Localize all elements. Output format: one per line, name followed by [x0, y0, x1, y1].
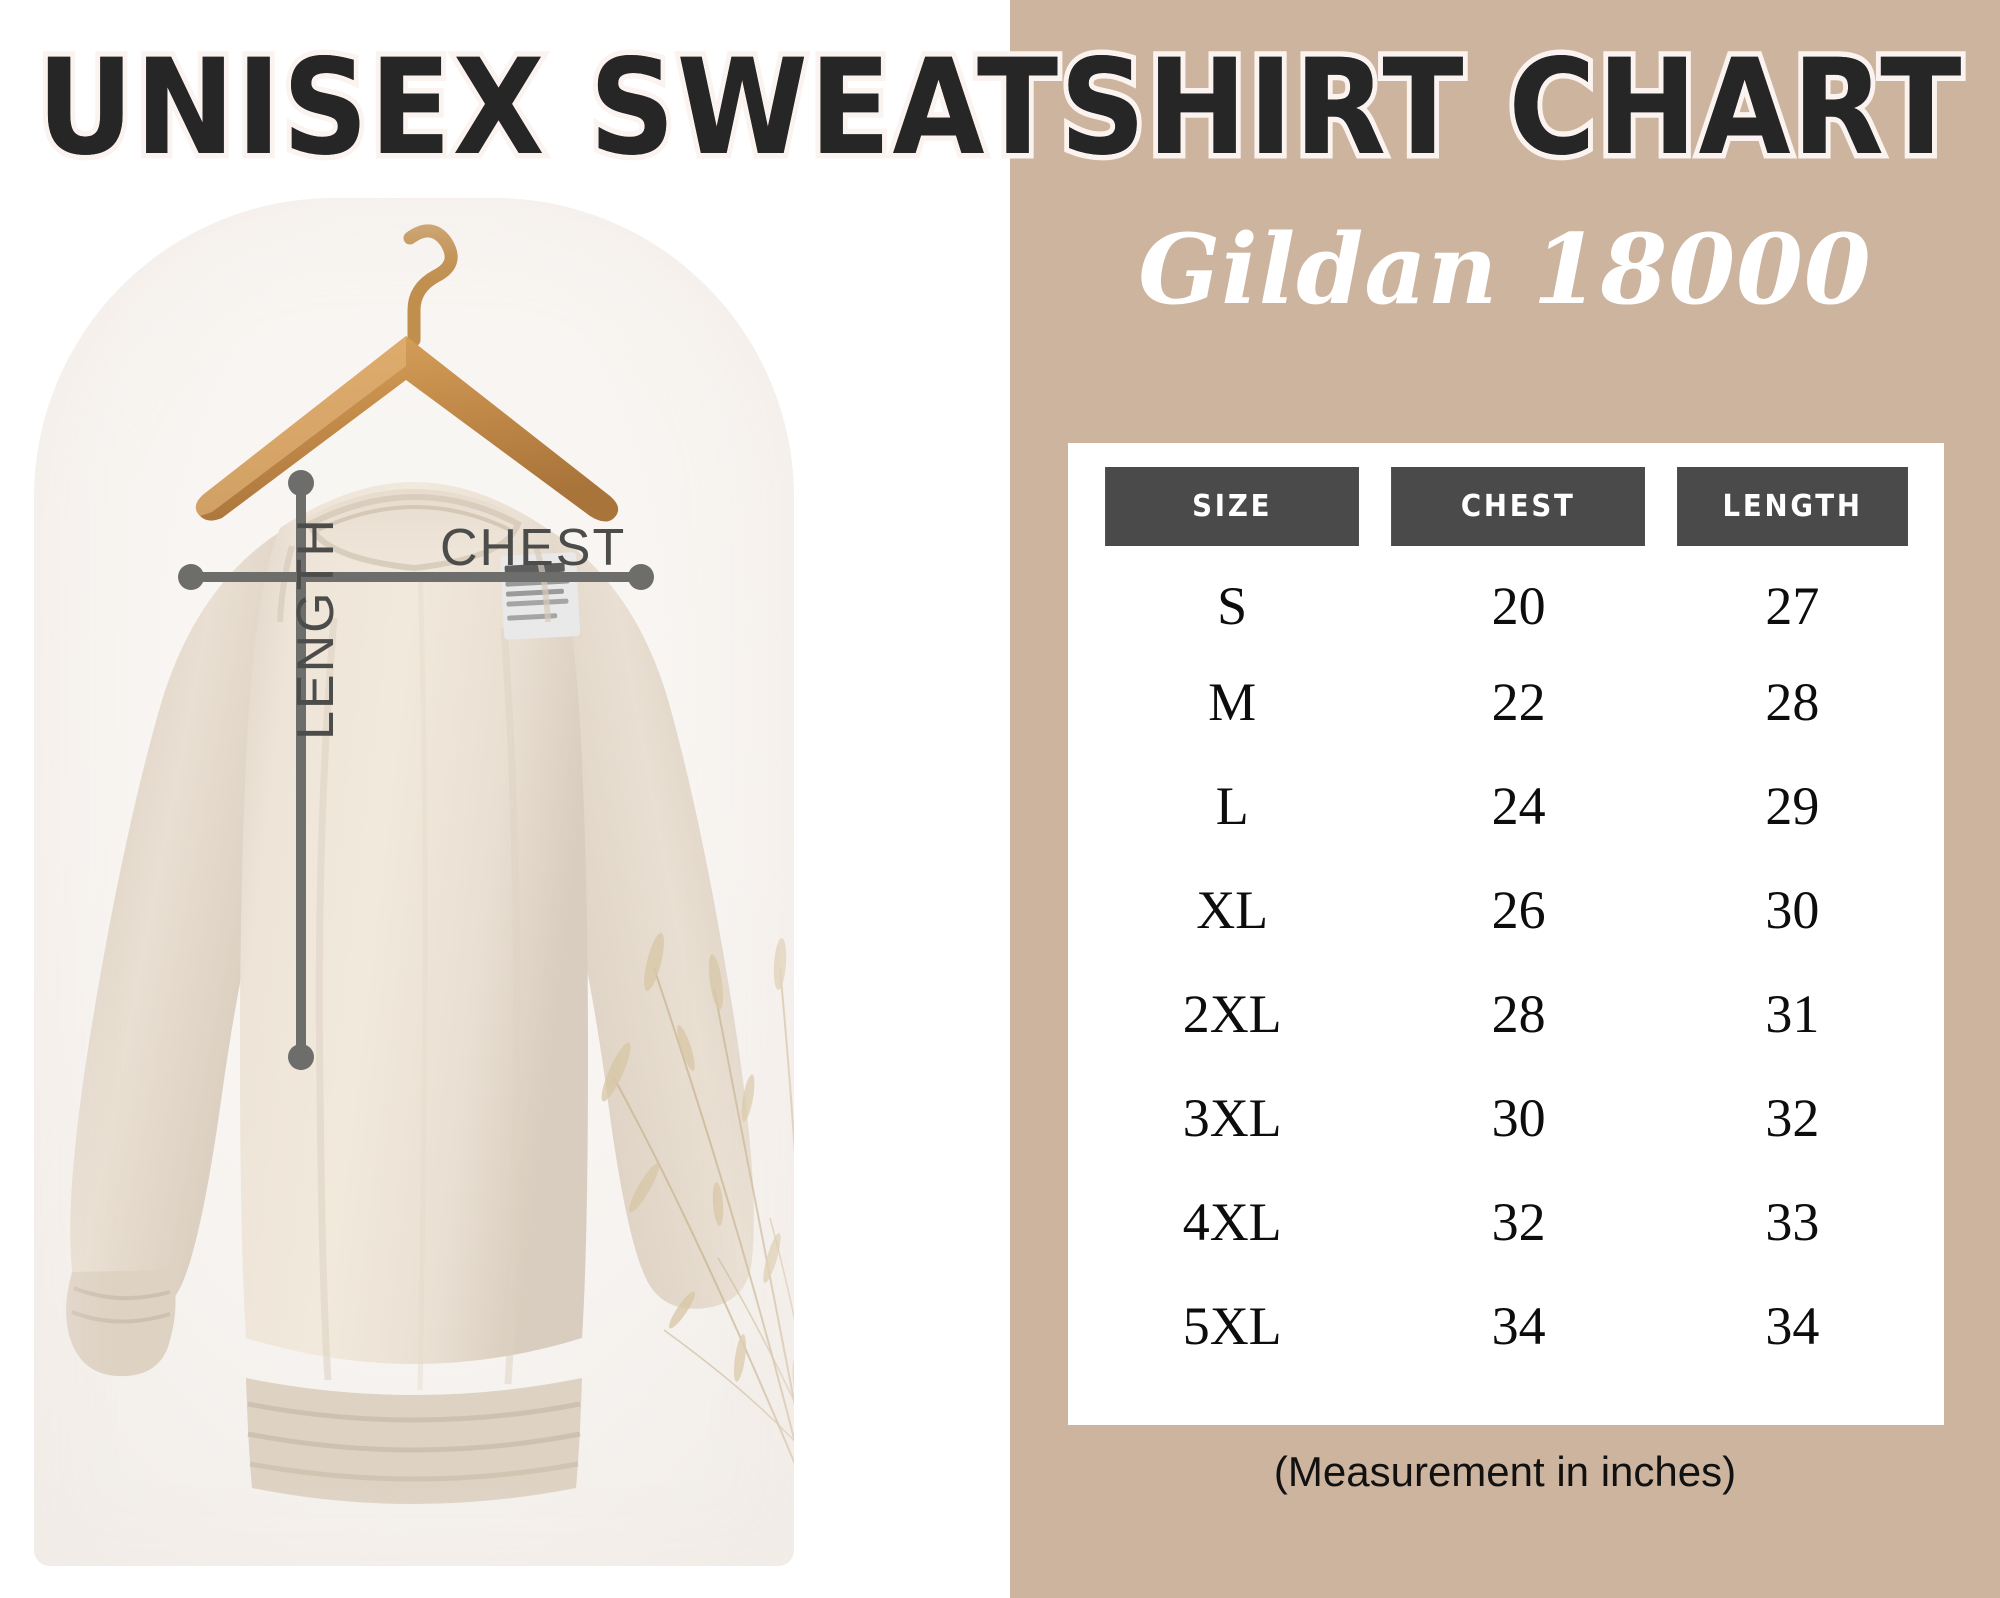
table-header-row: SIZE CHEST LENGTH — [1094, 467, 1918, 546]
table-row: 5XL 34 34 — [1094, 1274, 1918, 1378]
table-row: S 20 27 — [1094, 546, 1918, 650]
size-table-card: SIZE CHEST LENGTH S 20 27 M 22 28 L 24 29 XL 26 30 2… — [1068, 443, 1944, 1425]
cell-size: M — [1208, 672, 1257, 732]
column-header-chest: CHEST — [1391, 467, 1646, 546]
cell-chest: 24 — [1491, 776, 1546, 836]
cell-chest: 32 — [1491, 1192, 1546, 1252]
sweatshirt-photo — [34, 198, 794, 1566]
cell-chest: 30 — [1491, 1088, 1546, 1148]
table-row: L 24 29 — [1094, 754, 1918, 858]
cell-size: 5XL — [1182, 1296, 1282, 1356]
brand-heading: Gildan 18000 — [1138, 213, 1872, 326]
cell-size: 2XL — [1182, 984, 1282, 1044]
table-row: M 22 28 — [1094, 650, 1918, 754]
cell-size: S — [1217, 576, 1248, 636]
cell-length: 30 — [1765, 880, 1820, 940]
measurement-unit-note: (Measurement in inches) — [1273, 1448, 1737, 1495]
column-header-length: LENGTH — [1676, 467, 1908, 546]
size-table-body: S 20 27 M 22 28 L 24 29 XL 26 30 2XL 28 31 3XL 30 32 4XL 32… — [1094, 546, 1918, 1378]
cell-size: XL — [1196, 880, 1269, 940]
cell-length: 28 — [1765, 672, 1820, 732]
size-table: SIZE CHEST LENGTH S 20 27 M 22 28 L 24 29 XL 26 30 2… — [1084, 467, 1928, 1378]
size-table-head: SIZE CHEST LENGTH — [1094, 467, 1918, 546]
cell-size: 4XL — [1182, 1192, 1282, 1252]
cell-length: 27 — [1765, 576, 1820, 636]
cell-chest: 20 — [1491, 576, 1546, 636]
cell-length: 32 — [1765, 1088, 1820, 1148]
cell-size: 3XL — [1182, 1088, 1282, 1148]
cell-chest: 26 — [1491, 880, 1546, 940]
cell-chest: 34 — [1491, 1296, 1546, 1356]
table-row: XL 26 30 — [1094, 858, 1918, 962]
cell-chest: 28 — [1491, 984, 1546, 1044]
table-row: 4XL 32 33 — [1094, 1170, 1918, 1274]
cell-length: 31 — [1765, 984, 1820, 1044]
table-row: 3XL 30 32 — [1094, 1066, 1918, 1170]
cell-length: 29 — [1765, 776, 1820, 836]
cell-size: L — [1215, 776, 1249, 836]
cell-length: 33 — [1765, 1192, 1820, 1252]
cell-chest: 22 — [1491, 672, 1546, 732]
product-photo-card — [34, 198, 794, 1566]
table-row: 2XL 28 31 — [1094, 962, 1918, 1066]
left-photo-panel: CHEST LENGTH — [34, 198, 794, 1566]
cell-length: 34 — [1765, 1296, 1820, 1356]
column-header-size: SIZE — [1105, 467, 1360, 546]
